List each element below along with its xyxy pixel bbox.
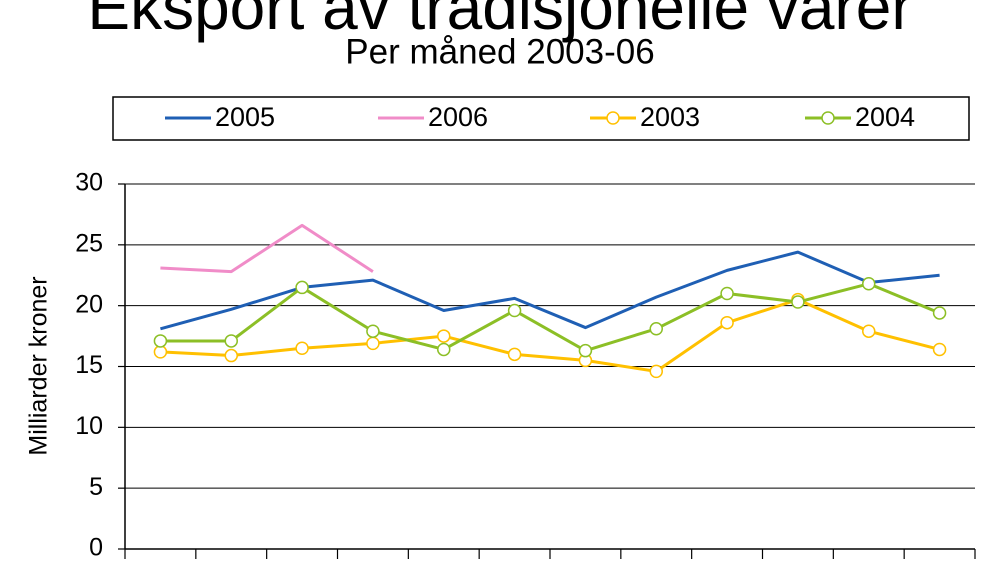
- series-line: [160, 250, 940, 331]
- legend-marker: [606, 111, 620, 125]
- point-marker: [366, 336, 380, 351]
- legend-label: 2006: [428, 102, 488, 132]
- y-tick-label: 25: [75, 229, 103, 257]
- series-line: [160, 223, 374, 274]
- point-marker: [649, 322, 663, 336]
- point-marker: [862, 324, 876, 338]
- y-axis-label: Milliarder kroner: [25, 276, 53, 455]
- legend-label: 2004: [855, 102, 915, 132]
- point-marker: [862, 277, 876, 291]
- y-tick-label: 5: [89, 473, 103, 501]
- chart-subtitle: Per måned 2003-06: [345, 32, 654, 71]
- point-marker: [224, 334, 238, 348]
- series-line: [160, 298, 940, 373]
- point-marker: [224, 348, 238, 363]
- series-line: [160, 282, 941, 353]
- point-marker: [295, 341, 309, 355]
- point-marker: [507, 347, 522, 362]
- y-tick-label: 10: [75, 412, 103, 440]
- point-marker: [649, 364, 663, 379]
- legend-label: 2003: [640, 102, 700, 132]
- point-marker: [437, 329, 451, 343]
- point-marker: [153, 334, 168, 348]
- point-marker: [791, 295, 805, 309]
- y-tick-label: 20: [75, 290, 103, 318]
- point-marker: [437, 342, 451, 357]
- point-marker: [295, 280, 309, 295]
- point-marker: [578, 343, 593, 358]
- y-tick-label: 15: [75, 351, 103, 379]
- y-tick-label: 0: [89, 534, 103, 562]
- point-marker: [720, 286, 734, 301]
- legend-label: 2005: [215, 102, 275, 132]
- point-marker: [507, 303, 522, 318]
- y-tick-label: 30: [75, 169, 103, 197]
- point-marker: [366, 324, 380, 338]
- legend-marker: [821, 111, 835, 125]
- chart-title: Eksport av tradisjonelle varer: [87, 0, 912, 43]
- point-marker: [932, 342, 947, 357]
- point-marker: [932, 306, 947, 320]
- point-marker: [720, 315, 734, 330]
